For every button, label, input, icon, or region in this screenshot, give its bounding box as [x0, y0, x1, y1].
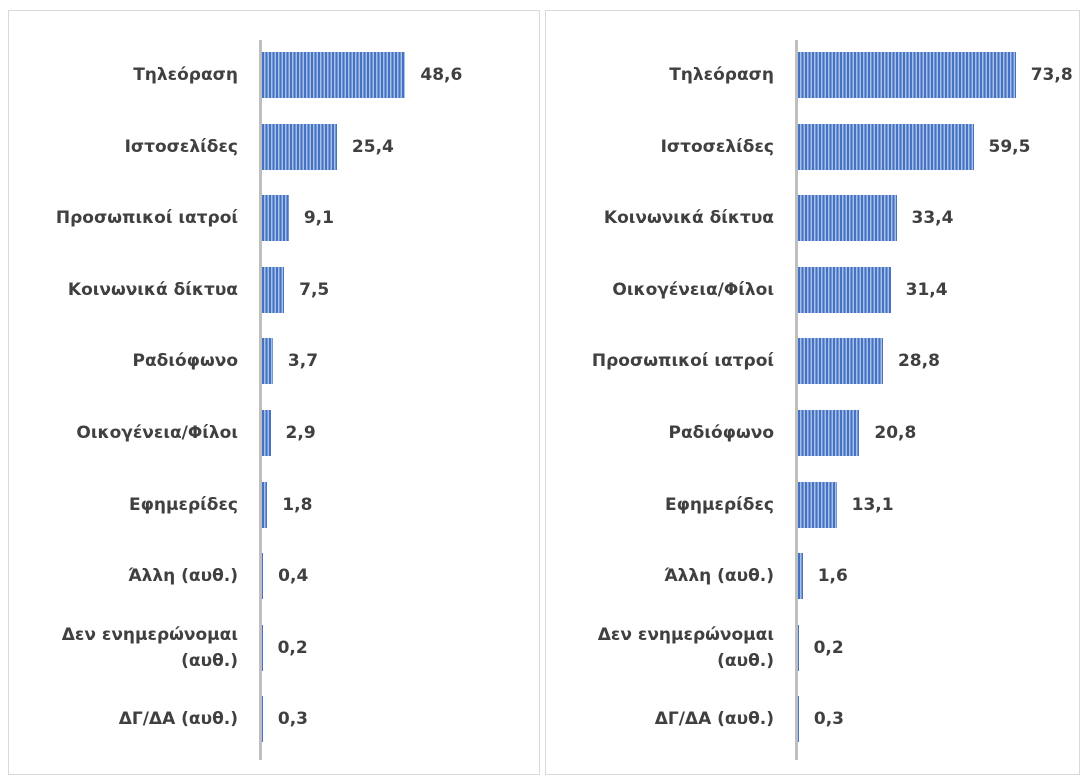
bar	[262, 624, 263, 671]
bar	[798, 266, 891, 313]
bar	[798, 338, 883, 385]
category-label: Ιστοσελίδες	[124, 136, 238, 157]
panel	[545, 10, 1080, 775]
category-label: Προσωπικοί ιατροί	[591, 351, 774, 372]
bar	[798, 195, 897, 242]
value-label: 0,2	[813, 637, 844, 658]
bar	[262, 266, 285, 313]
value-label: 1,8	[282, 494, 313, 515]
category-label: Οικογένεια/Φίλοι	[612, 279, 774, 300]
value-label: 0,4	[278, 566, 309, 587]
value-label: 9,1	[303, 208, 334, 229]
value-label: 7,5	[299, 279, 330, 300]
axis-line	[259, 40, 262, 760]
value-label: 1,6	[817, 566, 848, 587]
category-label: Δεν ενημερώνομαι (αυθ.)	[597, 624, 774, 671]
bar	[262, 553, 264, 600]
category-label: Άλλη (αυθ.)	[664, 566, 774, 587]
value-label: 59,5	[988, 136, 1031, 157]
bar	[262, 481, 268, 528]
value-label: 20,8	[874, 423, 917, 443]
value-label: 3,7	[287, 351, 319, 372]
category-label: Δεν ενημερώνομαι (αυθ.)	[61, 624, 238, 671]
value-label: 31,4	[905, 279, 948, 300]
bar	[798, 481, 837, 528]
value-label: 2,9	[285, 423, 316, 443]
value-label: 13,1	[851, 494, 894, 515]
category-label: Κοινωνικά δίκτυα	[67, 279, 238, 300]
bar	[262, 195, 289, 242]
value-label: 0,3	[813, 709, 844, 730]
bar	[798, 696, 799, 743]
value-label: 0,3	[277, 709, 308, 730]
category-label: Ιστοσελίδες	[660, 136, 774, 157]
category-label: ΔΓ/ΔΑ (αυθ.)	[118, 709, 238, 730]
value-label: 48,6	[420, 65, 463, 85]
bar	[262, 52, 406, 98]
category-label: Εφημερίδες	[665, 494, 774, 515]
value-label: 0,2	[277, 637, 308, 658]
bar	[798, 410, 860, 456]
value-label: 33,4	[911, 208, 954, 229]
category-label: Προσωπικοί ιατροί	[55, 208, 238, 229]
category-label: Ραδιόφωνο	[132, 351, 238, 372]
category-label: Οικογένεια/Φίλοι	[76, 423, 238, 443]
category-label: ΔΓ/ΔΑ (αυθ.)	[654, 709, 774, 730]
category-label: Τηλεόραση	[669, 65, 774, 85]
bar	[262, 696, 263, 743]
bar	[798, 553, 803, 600]
value-label: 73,8	[1030, 65, 1073, 85]
bar	[262, 338, 273, 385]
value-label: 25,4	[351, 136, 394, 157]
category-label: Εφημερίδες	[129, 494, 238, 515]
bar	[798, 52, 1016, 98]
bar	[262, 410, 271, 456]
panel	[8, 10, 540, 775]
bar	[798, 624, 799, 671]
value-label: 28,8	[897, 351, 940, 372]
bar	[262, 123, 337, 170]
bar	[798, 123, 974, 170]
category-label: Κοινωνικά δίκτυα	[603, 208, 774, 229]
category-label: Ραδιόφωνο	[668, 423, 774, 443]
axis-line	[795, 40, 798, 760]
category-label: Τηλεόραση	[133, 65, 238, 85]
category-label: Άλλη (αυθ.)	[128, 566, 238, 587]
